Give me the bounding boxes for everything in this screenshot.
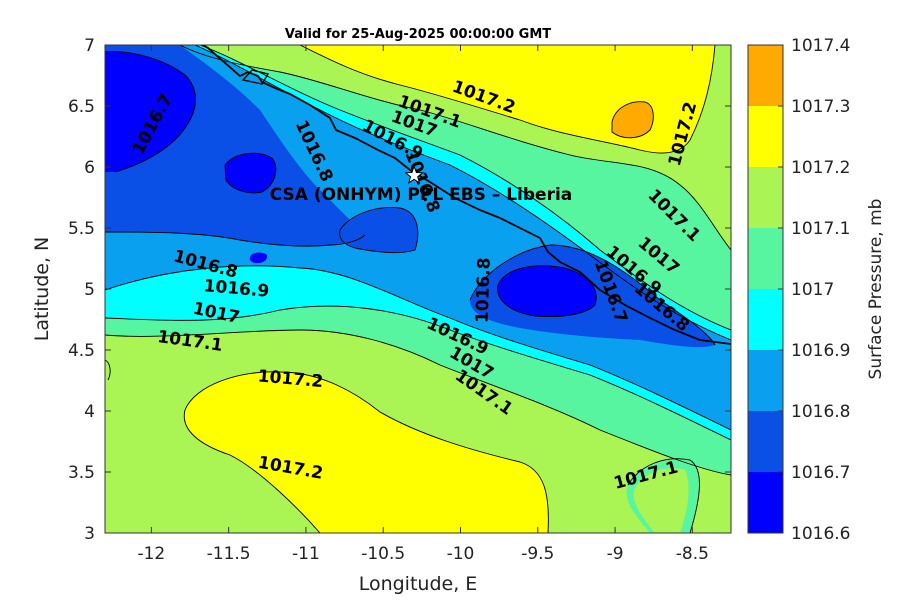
y-axis-ticks: 3 3.5 4 4.5 5 5.5 6 6.5 7 [68, 36, 731, 544]
region-trough-center-1016-7 [339, 207, 418, 253]
colorbar-tick-label: 1017.3 [791, 97, 850, 117]
region-low-dot-1016-6 [249, 252, 268, 264]
contour-line [199, 45, 731, 331]
y-tick-label: 4 [84, 402, 95, 422]
region-north-1017-3 [612, 101, 654, 138]
y-tick-label: 3 [84, 524, 95, 544]
region-north-1017-2 [300, 45, 715, 153]
y-tick-label: 6 [84, 158, 95, 178]
region-south-island-1017-1 [633, 468, 689, 533]
y-axis-label: Latitude, N [31, 237, 53, 342]
contour-line [105, 359, 111, 381]
colorbar-tick-label: 1017.4 [791, 36, 850, 56]
contour-line [105, 305, 731, 441]
colorbar-tick-label: 1016.8 [791, 402, 850, 422]
contour-line [469, 244, 716, 346]
region-low-east-1016-6 [497, 265, 597, 317]
contour-line [105, 51, 196, 173]
coastline-loop [241, 69, 270, 85]
x-axis-ticks: -12 -11.5 -11 -10.5 -10 -9.5 -9 -8.5 [137, 45, 709, 564]
contour-line [299, 45, 716, 154]
region-south-1017-2 [184, 371, 549, 533]
region-low-center-1016-6 [225, 153, 276, 193]
contour-line [611, 101, 654, 139]
colorbar-tick-label: 1016.7 [791, 463, 850, 483]
contour-line [497, 265, 597, 318]
colorbar-tick-label: 1016.9 [791, 341, 850, 361]
x-tick-label: -9 [607, 544, 624, 564]
coastline [202, 45, 731, 345]
y-tick-label: 5.5 [68, 219, 95, 239]
station-star-icon [404, 165, 425, 184]
colorbar-segment [748, 106, 783, 167]
x-tick-label: -11.5 [207, 544, 251, 564]
colorbar-segment [748, 228, 783, 289]
contour-line [183, 409, 321, 533]
x-tick-label: -9.5 [521, 544, 554, 564]
contour-lines [105, 45, 731, 533]
colorbar-segment [748, 350, 783, 411]
contour-line [224, 152, 277, 194]
contour-line [105, 265, 731, 431]
station-label: CSA (ONHYM) PPL EBS – Liberia [270, 185, 573, 205]
plot-area [105, 45, 731, 533]
colorbar-segment [748, 472, 783, 533]
region-low-west-1016-6 [105, 51, 196, 173]
x-tick-label: -12 [137, 544, 165, 564]
colorbar-segment [748, 411, 783, 472]
contour-line [627, 458, 700, 533]
x-tick-label: -10 [447, 544, 475, 564]
y-tick-label: 3.5 [68, 463, 95, 483]
y-tick-label: 4.5 [68, 341, 95, 361]
y-tick-label: 6.5 [68, 97, 95, 117]
x-tick-label: -8.5 [676, 544, 709, 564]
colorbar-tick-label: 1017 [791, 280, 834, 300]
colorbar-tick-label: 1016.6 [791, 524, 850, 544]
contour-line [339, 207, 419, 254]
station-marker: CSA (ONHYM) PPL EBS – Liberia [270, 165, 573, 205]
y-tick-label: 7 [84, 36, 95, 56]
colorbar-tick-label: 1017.1 [791, 219, 850, 239]
y-tick-label: 5 [84, 280, 95, 300]
colorbar: 1016.6 1016.7 1016.8 1016.9 1017 1017.1 1017.2… [747, 36, 850, 544]
x-tick-label: -10.5 [361, 544, 405, 564]
colorbar-segment [748, 167, 783, 228]
colorbar-label: Surface Pressure, mb [866, 199, 886, 380]
contour-line [105, 231, 366, 247]
colorbar-segment [748, 45, 783, 106]
contour-line [105, 329, 731, 476]
contour-line [184, 371, 549, 533]
colorbar-segment [748, 289, 783, 350]
contour-line [179, 45, 731, 251]
x-axis-label: Longitude, E [359, 573, 478, 595]
x-tick-label: -11 [292, 544, 320, 564]
colorbar-tick-label: 1017.2 [791, 158, 850, 178]
contour-label: 1016.8 [473, 257, 495, 323]
chart-title: Valid for 25-Aug-2025 00:00:00 GMT [285, 27, 551, 42]
